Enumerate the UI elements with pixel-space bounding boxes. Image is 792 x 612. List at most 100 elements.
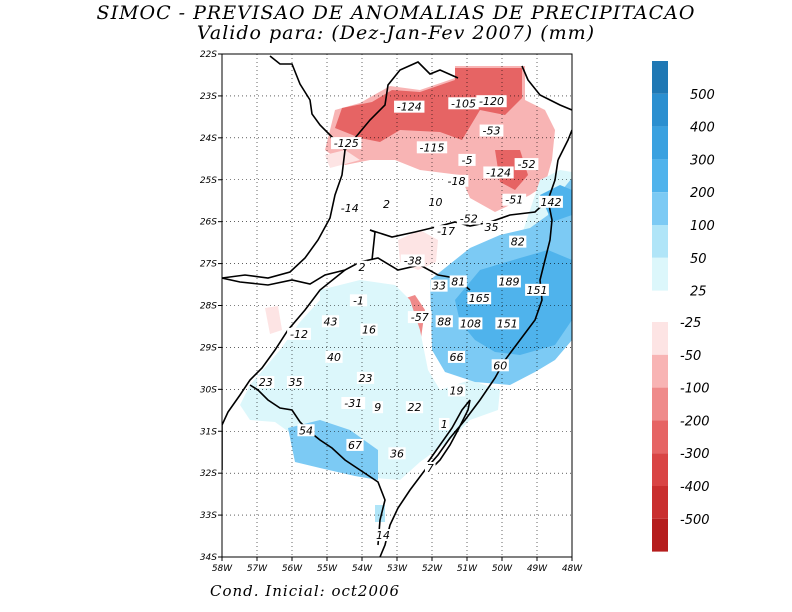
colorbar-swatch	[652, 61, 668, 94]
lon-tick-label: 57W	[247, 564, 268, 574]
lat-tick-label: 32S	[200, 469, 217, 479]
border-line	[222, 257, 471, 291]
value-label-bg	[449, 275, 467, 288]
value-label-bg	[346, 438, 364, 451]
value-label-bg	[405, 401, 424, 414]
anomaly-value-label: -115	[420, 141, 445, 154]
anomaly-value-label: 81	[451, 275, 465, 288]
value-label-bg	[257, 376, 275, 389]
colorbar-label: -500	[680, 513, 710, 528]
value-label-bg	[416, 141, 448, 154]
value-label-bg	[374, 529, 392, 542]
anomaly-value-label: 2	[359, 261, 366, 274]
border-line	[369, 229, 376, 261]
anomaly-value-label: -124	[397, 101, 422, 114]
border-line	[344, 61, 459, 151]
anomaly-value-label: -51	[505, 194, 523, 207]
colorbar-label: -200	[680, 414, 710, 429]
anomaly-value-label: -125	[334, 137, 359, 150]
colorbar-label: 25	[690, 285, 707, 300]
value-label-bg	[482, 220, 501, 233]
anomaly-value-label: -105	[451, 97, 476, 110]
value-label-bg	[388, 447, 406, 460]
colorbar-label: 200	[690, 186, 715, 201]
value-label-bg	[479, 124, 504, 137]
value-label-bg	[349, 294, 368, 307]
colorbar-swatch	[652, 192, 668, 225]
anomaly-value-label: 1	[441, 418, 448, 431]
value-label-bg	[372, 401, 384, 414]
lat-tick-label: 28S	[200, 302, 217, 312]
anomaly-value-label: 35	[485, 221, 499, 234]
lat-tick-label: 34S	[200, 553, 217, 563]
colorbar: 500 400 300 200 100 50 25 -25 -50 -100 -200 -300 -40…	[652, 61, 715, 552]
anomaly-value-label: -14	[341, 202, 359, 215]
colorbar-swatch	[652, 354, 668, 388]
border-line	[222, 269, 346, 470]
value-label-bg	[321, 315, 340, 328]
anomaly-value-label: 142	[541, 196, 562, 209]
coastline	[557, 129, 572, 161]
lon-tick-label: 53W	[387, 564, 408, 574]
colorbar-label: 500	[690, 88, 715, 103]
map-title-line1: SIMOC - PREVISAO DE ANOMALIAS DE PRECIPI…	[96, 2, 696, 24]
value-label-bg	[407, 311, 432, 324]
colorbar-label: -300	[680, 447, 710, 462]
lon-tick-label: 56W	[282, 564, 303, 574]
colorbar-swatch	[652, 126, 668, 160]
anomaly-value-label: 108	[460, 317, 481, 330]
anomaly-value-label: -17	[437, 225, 455, 238]
anomaly-value-label: 19	[450, 384, 464, 397]
negative-anomaly-core	[335, 68, 522, 142]
colorbar-label: 400	[690, 121, 715, 136]
colorbar-swatch	[652, 159, 668, 193]
anomaly-value-label: 151	[527, 284, 548, 297]
anomaly-value-label: 43	[324, 315, 338, 328]
colorbar-label: 50	[690, 252, 707, 267]
colorbar-label: 300	[690, 153, 715, 168]
value-label-bg	[476, 95, 507, 108]
value-label-bg	[360, 323, 378, 336]
value-label-bg	[297, 424, 315, 437]
value-label-bg	[435, 315, 453, 328]
value-label-bg	[448, 97, 479, 110]
anomaly-value-label: -1	[353, 294, 364, 307]
value-label-bg	[434, 225, 458, 238]
positive-anomaly-core	[455, 250, 572, 355]
colorbar-label: -50	[680, 349, 701, 364]
value-label-bg	[356, 260, 368, 273]
value-label-bg	[514, 158, 539, 171]
colorbar-swatch	[652, 420, 668, 454]
colorbar-swatch	[652, 257, 668, 291]
value-label-bg	[447, 384, 466, 397]
lat-tick-label: 23S	[200, 92, 217, 102]
anomaly-value-label: 151	[497, 317, 518, 330]
negative-anomaly-small	[265, 306, 282, 334]
anomaly-value-label: 165	[469, 292, 490, 305]
anomaly-value-label: 10	[429, 196, 443, 209]
value-label-bg	[444, 174, 469, 187]
axis-ticks: 22S23S24S25S26S27S28S29S30S31S32S33S34S5…	[200, 50, 583, 574]
value-label-bg	[381, 197, 392, 210]
border-line	[521, 65, 572, 111]
colorbar-label: -400	[680, 480, 710, 495]
anomaly-value-label: 82	[511, 236, 525, 249]
colorbar-label: 100	[690, 219, 715, 234]
lon-tick-label: 49W	[527, 564, 548, 574]
value-label-bg	[426, 195, 445, 208]
anomaly-value-label: 60	[493, 359, 507, 372]
anomaly-value-label: 66	[450, 351, 464, 364]
anomaly-value-label: 14	[376, 529, 390, 542]
anomaly-value-label: 67	[348, 439, 362, 452]
anomaly-value-label: 23	[359, 372, 373, 385]
anomaly-value-label: 16	[362, 324, 376, 337]
border-line	[249, 384, 386, 546]
value-label-bg	[456, 212, 481, 225]
anomaly-value-label: -5	[462, 154, 473, 167]
colorbar-swatch	[652, 225, 668, 258]
anomaly-value-label: 33	[432, 280, 446, 293]
anomaly-value-label: -18	[448, 175, 466, 188]
value-label-bg	[491, 359, 509, 372]
value-label-bg	[539, 195, 563, 208]
anomaly-value-label: 23	[259, 376, 273, 389]
